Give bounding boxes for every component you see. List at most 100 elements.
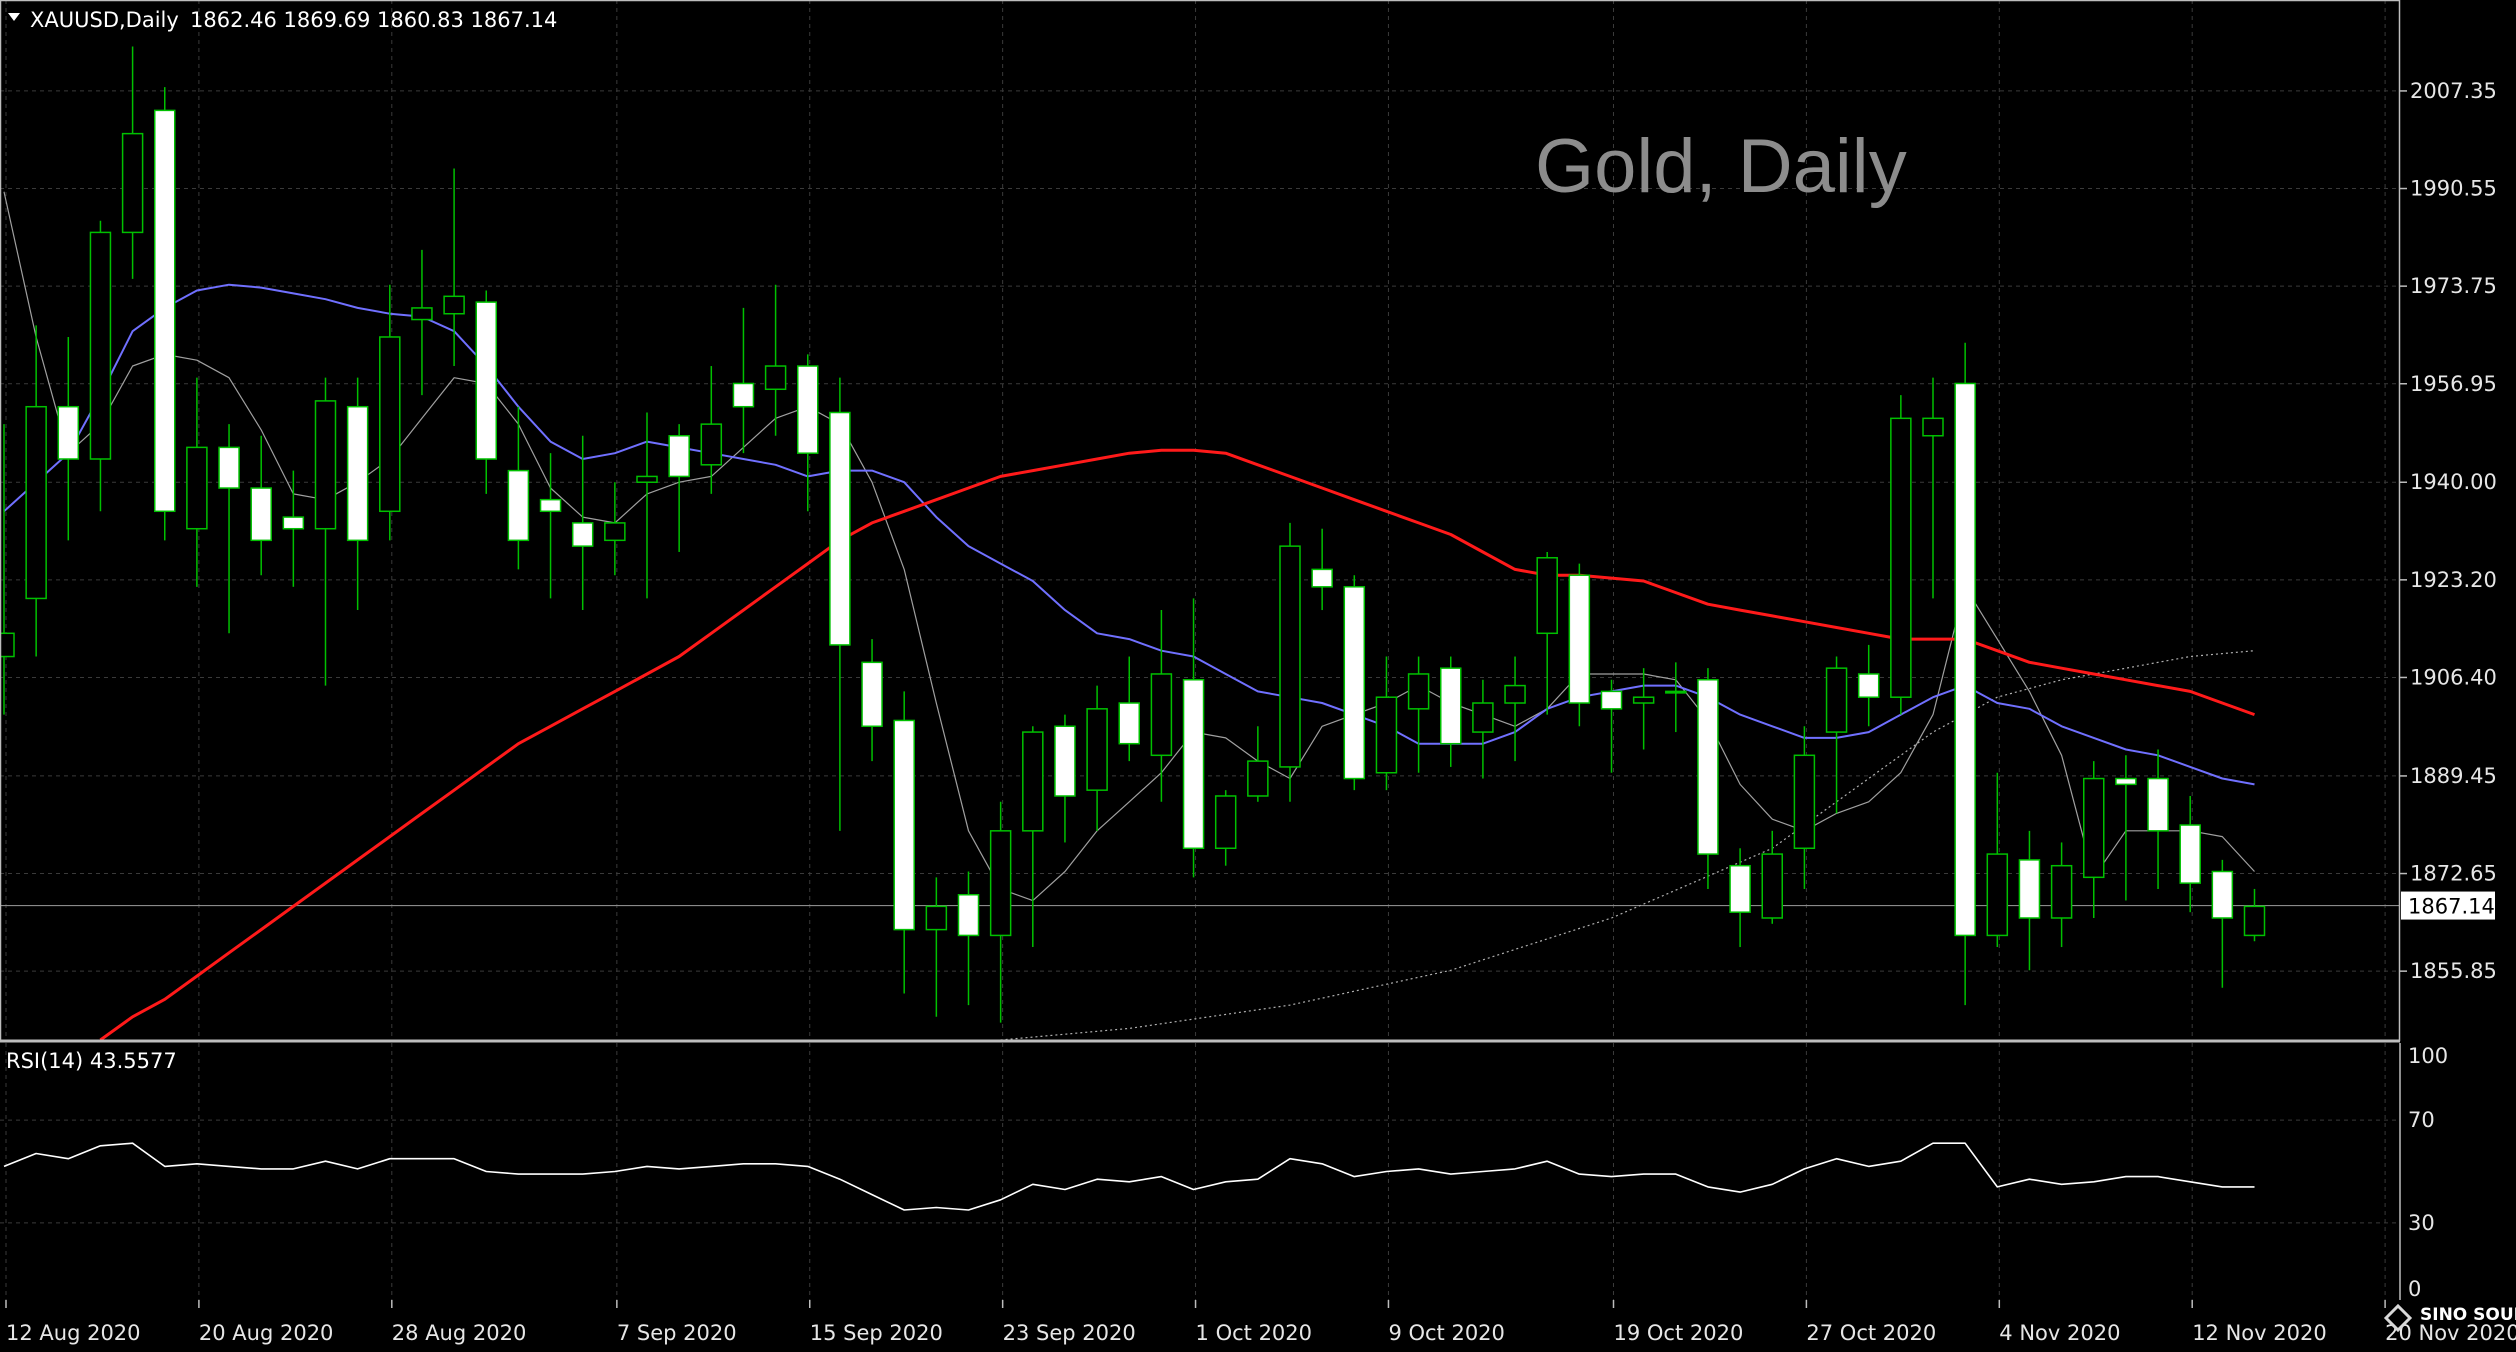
candle-body-bull: [700, 423, 723, 466]
price-axis[interactable]: 2007.35 1990.55 1973.75 1956.95 1940.00 1923.…: [2400, 79, 2497, 983]
candle[interactable]: [1182, 598, 1205, 878]
candle[interactable]: [1857, 644, 1880, 727]
candle[interactable]: [186, 377, 208, 587]
candle[interactable]: [1214, 790, 1237, 866]
candle-body-bear: [57, 405, 80, 460]
candle[interactable]: [989, 801, 1012, 1023]
candle[interactable]: [346, 377, 369, 611]
candle-body-bear: [2147, 777, 2169, 832]
candle[interactable]: [1697, 668, 1719, 889]
candle[interactable]: [1440, 656, 1462, 767]
price-pane[interactable]: [0, 46, 2400, 1040]
price-axis-label: 1990.55: [2410, 177, 2497, 201]
candle[interactable]: [2179, 795, 2201, 913]
candle[interactable]: [89, 220, 112, 512]
candle-body-bear: [475, 301, 497, 460]
candle[interactable]: [764, 284, 787, 436]
time-axis-label: 1 Oct 2020: [1196, 1321, 1312, 1345]
candle-body-bear: [829, 411, 851, 646]
candle[interactable]: [1375, 656, 1398, 791]
candle[interactable]: [475, 290, 497, 494]
candle-body-bull: [186, 446, 208, 530]
candle[interactable]: [1825, 656, 1848, 814]
candle[interactable]: [571, 435, 594, 611]
candle[interactable]: [282, 470, 305, 587]
candle[interactable]: [957, 871, 980, 1006]
time-axis-label: 28 Aug 2020: [392, 1321, 527, 1345]
candle[interactable]: [1568, 563, 1591, 727]
candle[interactable]: [732, 307, 755, 454]
candle[interactable]: [861, 639, 883, 762]
candle-body-bull: [1150, 673, 1173, 757]
time-axis-label: 7 Sep 2020: [617, 1321, 737, 1345]
candle[interactable]: [925, 877, 948, 1017]
symbol-label[interactable]: XAUUSD,Daily: [30, 8, 179, 32]
candle[interactable]: [379, 284, 401, 541]
candle[interactable]: [797, 354, 819, 512]
candle[interactable]: [25, 325, 47, 657]
candle-body-bear: [668, 435, 690, 478]
candle[interactable]: [636, 412, 658, 599]
candle[interactable]: [1054, 714, 1076, 843]
candle[interactable]: [1118, 656, 1140, 762]
candle[interactable]: [1022, 726, 1044, 948]
candle[interactable]: [2211, 859, 2234, 988]
candle[interactable]: [121, 46, 144, 279]
candle[interactable]: [604, 482, 626, 576]
candle[interactable]: [1472, 679, 1494, 779]
candle[interactable]: [57, 336, 80, 541]
candle[interactable]: [154, 87, 176, 541]
candle[interactable]: [218, 424, 240, 634]
current-price-label: 1867.14: [2408, 895, 2495, 919]
rsi-pane[interactable]: [3, 1142, 2255, 1211]
current-price-tag: 1867.14: [2401, 891, 2495, 920]
time-axis-label: 4 Nov 2020: [1999, 1321, 2120, 1345]
time-axis[interactable]: 12 Aug 2020 20 Aug 2020 28 Aug 2020 7 Sep 2…: [5, 1300, 2516, 1345]
candle[interactable]: [668, 424, 690, 552]
candle[interactable]: [1665, 662, 1687, 733]
candle[interactable]: [700, 366, 723, 494]
candle-body-bear: [1729, 864, 1751, 913]
candle[interactable]: [1311, 528, 1333, 611]
candle[interactable]: [2115, 755, 2137, 901]
candle[interactable]: [829, 377, 851, 831]
candle[interactable]: [1407, 656, 1430, 773]
candle[interactable]: [2243, 888, 2266, 942]
candle[interactable]: [2083, 761, 2105, 918]
time-axis-label: 20 Nov 2020: [2385, 1321, 2516, 1345]
candle[interactable]: [539, 453, 562, 599]
candle[interactable]: [250, 435, 272, 576]
candle[interactable]: [1793, 726, 1816, 889]
candle[interactable]: [1536, 551, 1558, 715]
candle[interactable]: [1729, 848, 1751, 948]
symbol-dropdown-icon[interactable]: [8, 13, 20, 21]
candle[interactable]: [443, 168, 465, 367]
candle[interactable]: [1600, 679, 1623, 773]
candle[interactable]: [2050, 842, 2073, 948]
candle[interactable]: [1986, 772, 2009, 948]
candle[interactable]: [1890, 395, 1912, 715]
candle[interactable]: [2147, 749, 2169, 889]
candle[interactable]: [1504, 656, 1526, 762]
candle[interactable]: [1954, 342, 1976, 1006]
rsi-axis[interactable]: 100 70 30 0: [2408, 1044, 2448, 1301]
candle[interactable]: [1922, 377, 1944, 599]
candle-body-bull: [1247, 760, 1269, 797]
candle[interactable]: [1343, 575, 1366, 791]
candle[interactable]: [893, 691, 915, 994]
candle[interactable]: [0, 424, 15, 715]
candle[interactable]: [1247, 726, 1269, 802]
candle-body-bear: [1054, 725, 1076, 797]
candle[interactable]: [411, 249, 433, 396]
candle[interactable]: [507, 406, 530, 570]
candle[interactable]: [1086, 685, 1108, 831]
candle[interactable]: [2018, 830, 2041, 971]
candle[interactable]: [1150, 610, 1173, 802]
candle-body-bear: [1182, 679, 1205, 850]
candle[interactable]: [314, 377, 337, 686]
candle[interactable]: [1632, 668, 1655, 750]
candle[interactable]: [1279, 522, 1301, 802]
candle[interactable]: [1761, 830, 1783, 924]
